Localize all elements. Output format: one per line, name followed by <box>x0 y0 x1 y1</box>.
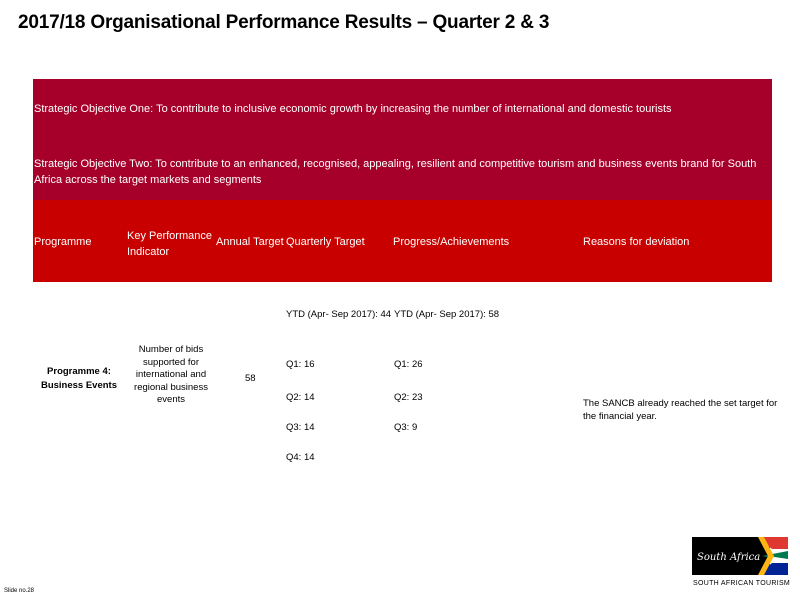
quarterly-q3: Q3: 14 <box>286 422 315 433</box>
reason-line1: The SANCB already reached the set target… <box>583 398 778 409</box>
reason-line2: the financial year. <box>583 410 657 422</box>
strategic-objective-two-text: Strategic Objective Two: To contribute t… <box>34 158 757 186</box>
page-title: 2017/18 Organisational Performance Resul… <box>18 12 550 33</box>
kpi-line: Number of bids <box>138 344 204 355</box>
kpi-cell: Number of bids supported for internation… <box>124 344 218 407</box>
annual-target-value: 58 <box>245 373 256 384</box>
kpi-line: supported for <box>143 356 199 368</box>
south-africa-flag-logo: South Africa <box>692 537 788 575</box>
strategic-objective-two-band: Strategic Objective Two: To contribute t… <box>33 141 772 200</box>
progress-q1: Q1: 26 <box>394 359 423 370</box>
kpi-line: events <box>157 394 185 405</box>
quarterly-q4: Q4: 14 <box>286 452 315 463</box>
kpi-line: international and <box>135 369 207 380</box>
quarterly-ytd: YTD (Apr- Sep 2017): 44 <box>286 309 392 320</box>
programme-line1: Programme 4: <box>47 366 111 377</box>
reason-cell: The SANCB already reached the set target… <box>583 398 777 423</box>
table-header: Programme Key Performance Indicator Annu… <box>33 200 772 282</box>
slide-number: Slide no.28 <box>4 588 35 594</box>
header-reasons: Reasons for deviation <box>583 236 690 248</box>
quarterly-q1: Q1: 16 <box>286 359 315 370</box>
kpi-line: regional business <box>134 381 208 393</box>
header-progress: Progress/Achievements <box>393 236 510 248</box>
logo-caption: SOUTH AFRICAN TOURISM <box>693 580 791 587</box>
progress-ytd: YTD (Apr- Sep 2017): 58 <box>394 309 500 320</box>
header-quarterly-target: Quarterly Target <box>286 236 365 248</box>
header-annual-target: Annual Target <box>216 236 284 248</box>
header-kpi: Key Performance Indicator <box>127 228 212 260</box>
progress-q3: Q3: 9 <box>394 422 418 433</box>
logo-text: South Africa <box>697 552 760 563</box>
strategic-objective-one-text: Strategic Objective One: To contribute t… <box>34 103 672 115</box>
strategic-objective-one-band: Strategic Objective One: To contribute t… <box>33 79 772 141</box>
progress-q2: Q2: 23 <box>394 392 423 403</box>
header-kpi-line1: Key Performance <box>127 230 212 242</box>
programme-cell: Programme 4: Business Events <box>34 365 124 393</box>
programme-line2: Business Events <box>40 380 118 391</box>
quarterly-q2: Q2: 14 <box>286 392 315 403</box>
header-kpi-line2: Indicator <box>127 246 170 258</box>
header-programme: Programme <box>34 236 92 248</box>
